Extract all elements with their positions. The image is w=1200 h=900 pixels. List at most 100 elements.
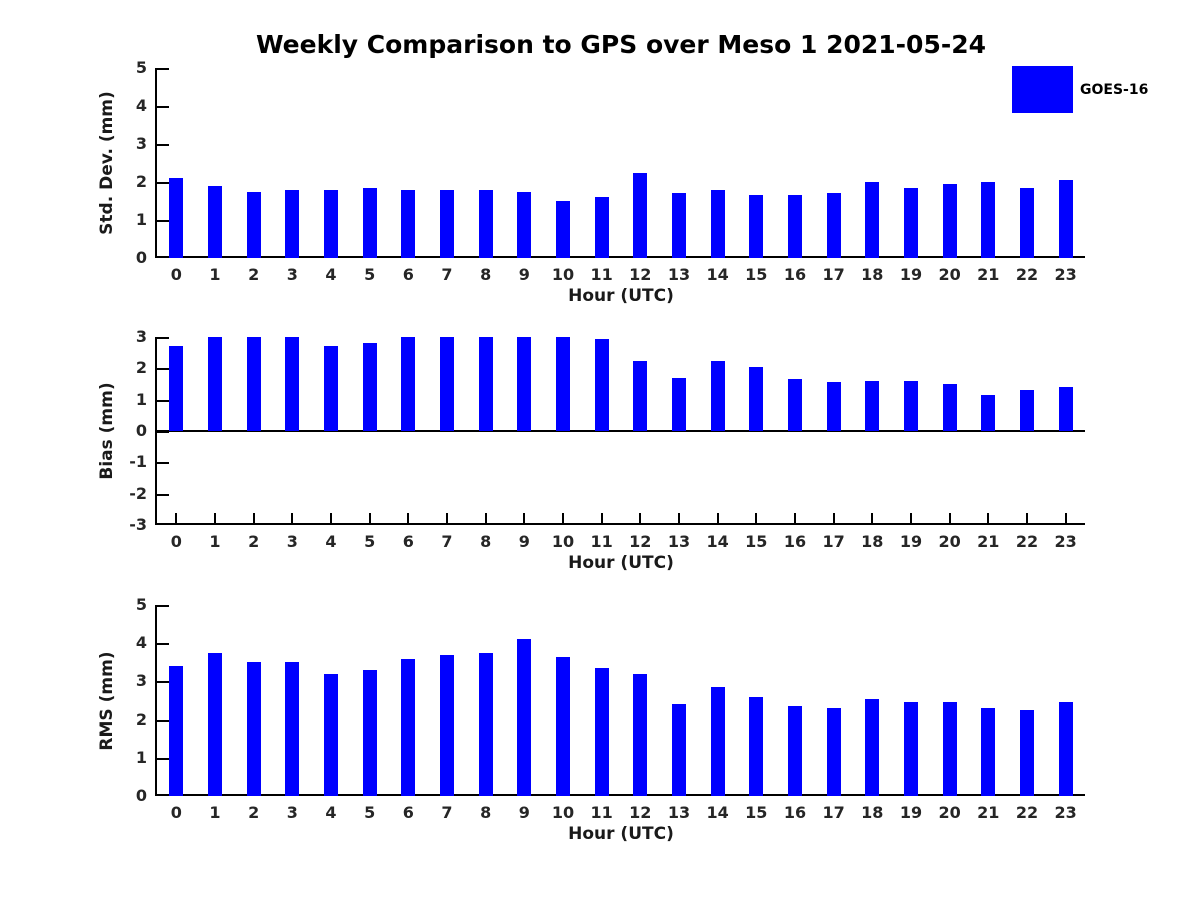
x-tick-label: 1 xyxy=(209,265,221,284)
y-tick xyxy=(157,68,169,70)
x-tick-label: 9 xyxy=(518,532,530,551)
y-tick-label: 0 xyxy=(135,248,147,267)
bar xyxy=(285,662,300,796)
x-tick-label: 17 xyxy=(822,265,845,284)
bar xyxy=(401,189,416,258)
x-tick xyxy=(407,513,410,523)
x-tick-label: 2 xyxy=(248,265,260,284)
x-tick xyxy=(484,513,487,523)
bar xyxy=(826,193,841,258)
x-tick-label: 14 xyxy=(706,265,729,284)
bar xyxy=(826,708,841,796)
x-tick xyxy=(523,513,526,523)
y-tick xyxy=(157,493,169,496)
x-tick-label: 13 xyxy=(667,803,691,822)
bar xyxy=(981,395,996,431)
y-tick xyxy=(157,719,169,722)
bar xyxy=(633,172,648,258)
bar xyxy=(440,337,454,431)
x-tick-label: 0 xyxy=(170,803,182,822)
bar xyxy=(904,187,918,258)
bar xyxy=(401,658,416,796)
bar xyxy=(788,706,802,796)
x-tick-label: 14 xyxy=(706,803,729,822)
x-tick-label: 7 xyxy=(441,803,453,822)
x-tick-label: 8 xyxy=(480,803,492,822)
x-axis-label-rms: Hour (UTC) xyxy=(568,824,674,844)
y-tick-label: -3 xyxy=(129,515,147,534)
bar xyxy=(478,652,493,797)
bar xyxy=(208,337,222,431)
bar xyxy=(556,337,570,431)
x-tick xyxy=(755,513,758,523)
x-tick xyxy=(1026,513,1028,523)
bar xyxy=(169,178,184,258)
x-tick-label: 12 xyxy=(629,265,652,284)
x-tick-label: 5 xyxy=(364,265,376,284)
x-tick-label: 11 xyxy=(590,532,613,551)
y-axis-label-rms: RMS (mm) xyxy=(97,650,117,751)
legend: GOES-16 xyxy=(1012,66,1192,114)
x-tick-label: 16 xyxy=(783,803,807,822)
y-tick-label: 4 xyxy=(135,633,147,653)
bar xyxy=(710,189,725,258)
bar xyxy=(865,182,880,258)
x-tick-label: 14 xyxy=(706,532,729,551)
x-tick xyxy=(175,513,178,523)
bar xyxy=(749,366,764,431)
y-tick-label: 4 xyxy=(135,96,147,115)
y-tick xyxy=(157,462,169,465)
x-tick-label: 11 xyxy=(590,265,613,284)
x-tick-label: 2 xyxy=(248,803,260,822)
x-tick-label: 15 xyxy=(745,803,768,822)
bar xyxy=(1020,187,1034,258)
legend-label: GOES-16 xyxy=(1080,82,1149,98)
x-tick xyxy=(368,513,371,523)
x-tick-label: 6 xyxy=(402,265,414,284)
x-tick-label: 3 xyxy=(286,532,298,551)
x-tick-label: 9 xyxy=(518,265,530,284)
y-axis-label-bias: Bias (mm) xyxy=(97,382,117,480)
x-tick xyxy=(832,513,835,523)
x-tick-label: 22 xyxy=(1015,532,1039,551)
bar xyxy=(788,379,802,431)
y-axis-label-std-dev: Std. Dev. (mm) xyxy=(97,91,117,235)
bar xyxy=(749,195,764,258)
y-tick-label: 3 xyxy=(135,134,147,153)
x-tick-label: 20 xyxy=(938,803,961,822)
bar xyxy=(478,189,493,258)
bar xyxy=(826,382,841,431)
bar xyxy=(246,191,261,258)
bar xyxy=(246,662,261,796)
y-tick xyxy=(157,681,169,684)
y-tick-label: 0 xyxy=(135,421,147,440)
y-tick-label: 2 xyxy=(135,358,147,378)
y-tick xyxy=(157,337,169,339)
x-tick-label: 1 xyxy=(209,532,221,551)
bar xyxy=(594,338,609,431)
x-tick-label: 18 xyxy=(861,532,884,551)
x-tick-label: 19 xyxy=(899,803,923,822)
y-tick xyxy=(157,643,169,646)
x-tick-label: 3 xyxy=(286,265,298,284)
x-axis-spine xyxy=(155,523,1085,525)
x-tick-label: 11 xyxy=(590,803,613,822)
x-tick-label: 18 xyxy=(861,265,884,284)
x-tick xyxy=(1064,513,1067,523)
bar xyxy=(556,656,570,796)
x-tick xyxy=(330,513,332,523)
bar xyxy=(362,187,377,258)
y-tick-label: 1 xyxy=(135,747,147,767)
x-tick-label: 10 xyxy=(551,265,575,284)
x-tick-label: 20 xyxy=(938,532,961,551)
x-tick xyxy=(639,513,642,523)
bar xyxy=(208,652,222,797)
x-tick xyxy=(794,513,796,523)
bar xyxy=(633,673,648,796)
y-tick xyxy=(157,256,169,258)
bar xyxy=(517,639,532,796)
x-tick-label: 0 xyxy=(170,265,182,284)
bar xyxy=(672,193,686,258)
bar xyxy=(401,337,416,431)
